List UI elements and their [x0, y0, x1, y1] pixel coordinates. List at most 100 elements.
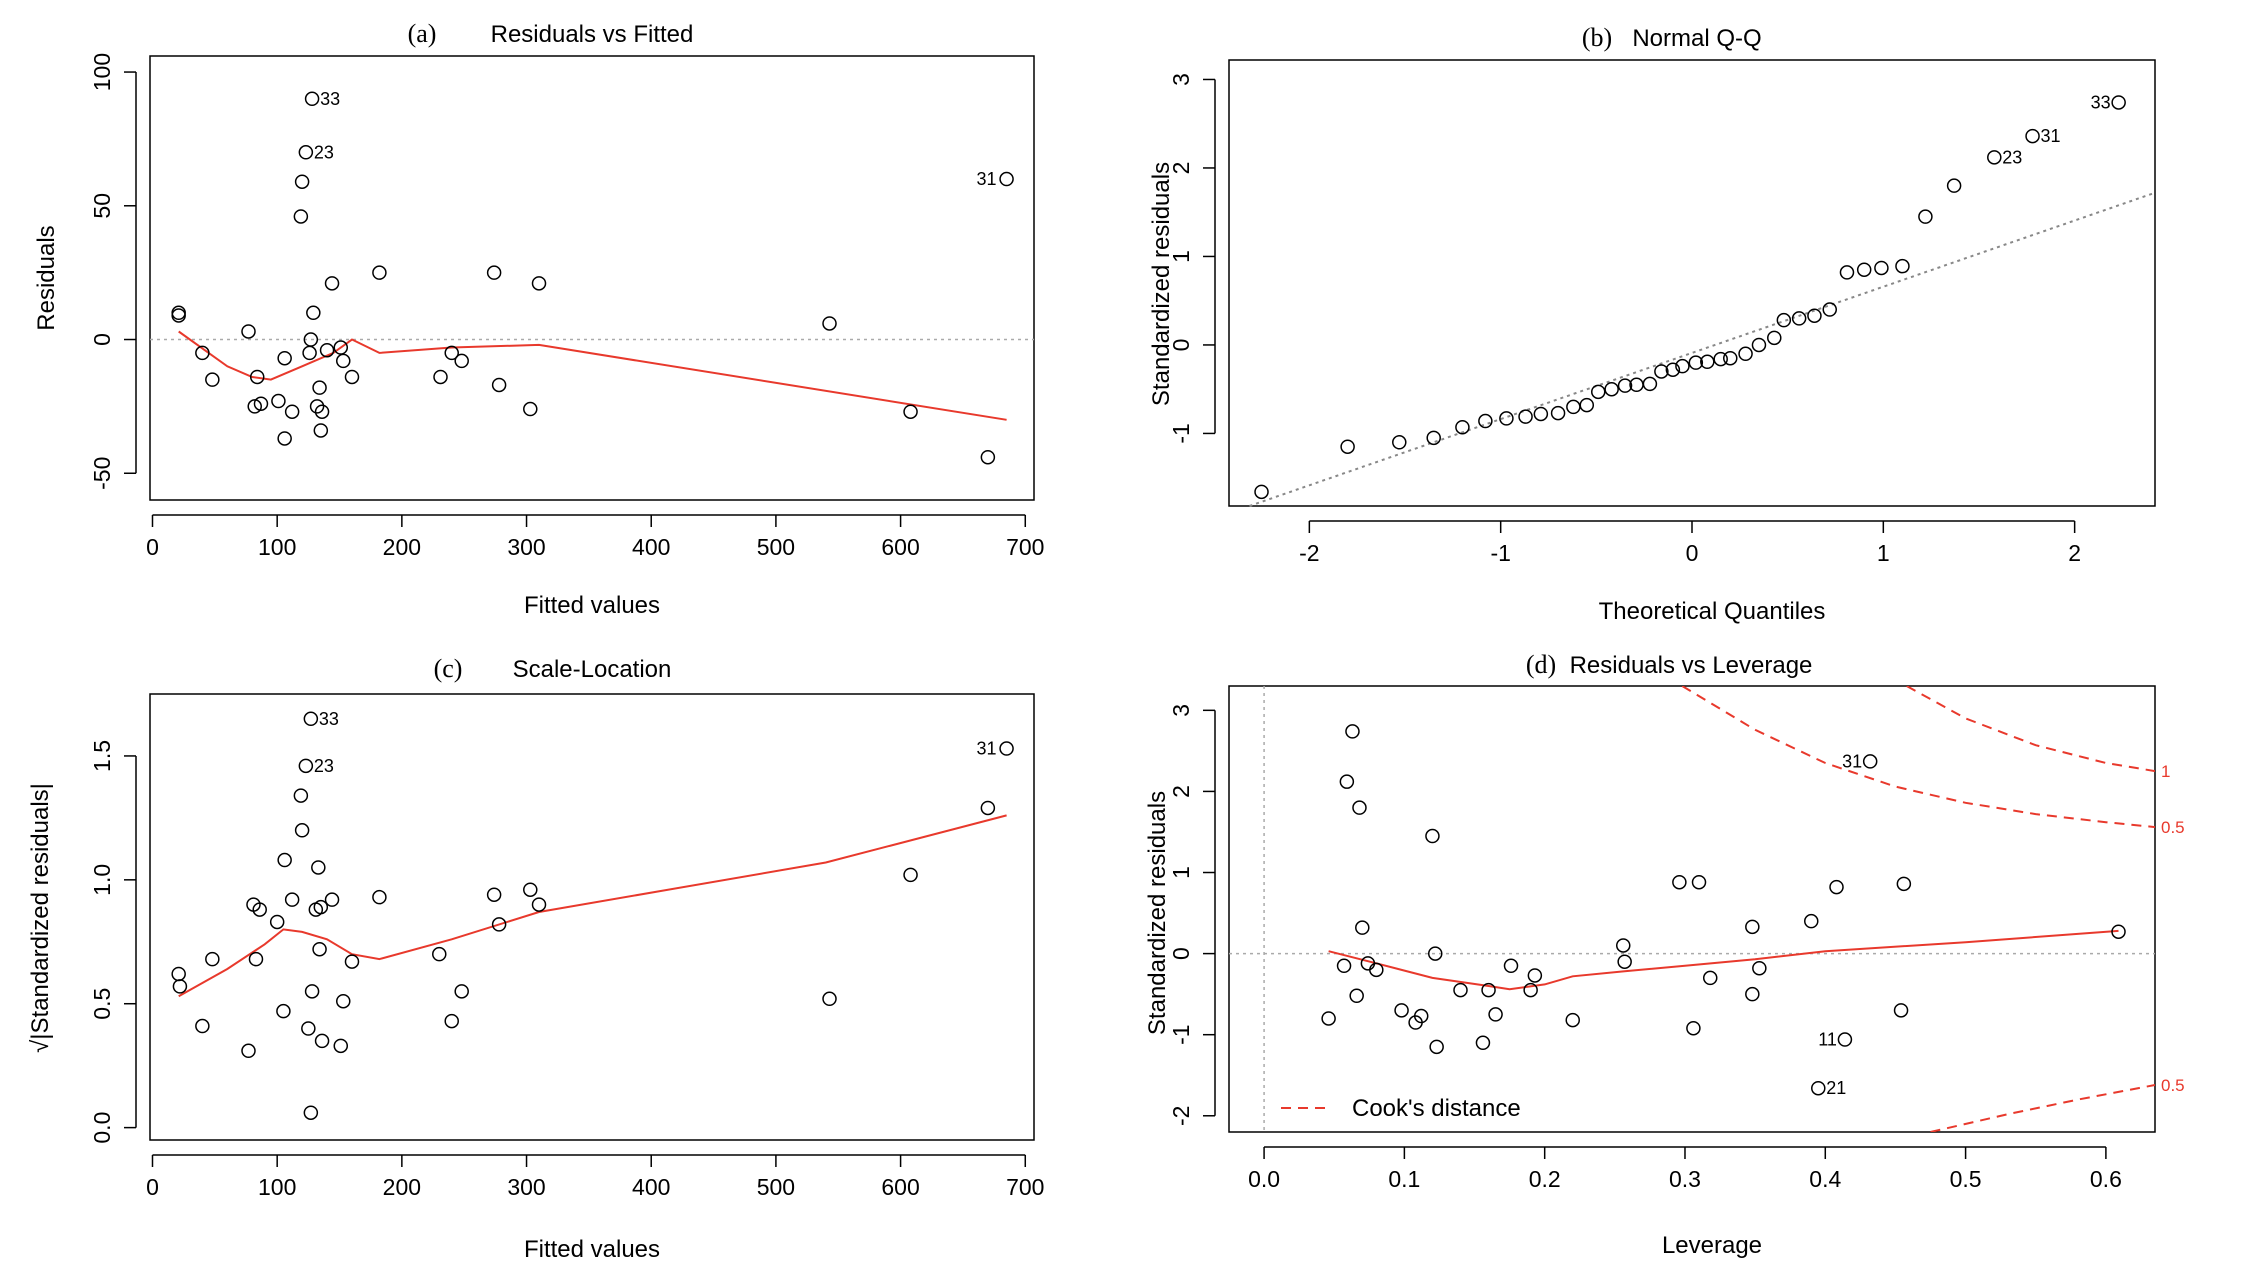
legend-cooks-label: Cook's distance [1352, 1095, 1521, 1122]
panel-c-x-tick-label: 0 [146, 1174, 159, 1200]
panel-a-data-point [313, 423, 329, 438]
panel-d-data-point [1523, 982, 1538, 998]
panel-b-data-point [1579, 397, 1595, 413]
panel-c-data-point [903, 867, 918, 883]
panel-a-data-point [303, 332, 319, 347]
panel-d-data-point [1503, 958, 1519, 974]
panel-c-data-point [523, 882, 538, 897]
panel-c-y-tick-label: 0.5 [89, 988, 115, 1020]
panel-b-data-point [1455, 419, 1470, 435]
panel-a-point-label: 23 [314, 142, 334, 162]
panel-c-data-point [276, 1003, 291, 1019]
panel-d-x-tick-label: 0.1 [1388, 1166, 1420, 1192]
panel-a-smoother [178, 330, 1007, 421]
panel-b-reference-line [1249, 191, 2156, 507]
panel-c-data-point [195, 1018, 210, 1034]
panel-d-y-tick-label: 3 [1168, 704, 1194, 717]
panel-a-data-point [312, 380, 327, 395]
panel-d-y-axis: -2 -1 0 1 2 3 [1168, 704, 1216, 1126]
panel-d-data-point [1427, 946, 1443, 961]
panel-a-data-point [372, 265, 387, 280]
panel-a-data-point [433, 369, 448, 385]
panel-d-y-tick-label: -1 [1168, 1024, 1194, 1044]
panel-c-x-tick-label: 100 [258, 1174, 296, 1200]
panel-b-data-point [1499, 411, 1514, 426]
panel-a-x-tick-label: 0 [146, 534, 159, 560]
panel-a-data-point [523, 401, 538, 417]
panel-c-data-point [980, 800, 996, 816]
panel-d-y-tick-label: 2 [1168, 785, 1194, 798]
panel-b-qq-line [1249, 191, 2156, 507]
panel-b-data-point [1675, 358, 1690, 374]
cooks-contour-label: 1 [2161, 762, 2170, 781]
panel-c-data-point [531, 897, 547, 912]
panel-b-data-point [1895, 258, 1910, 274]
panel-d-data-point [1321, 1011, 1336, 1026]
panel-d-data-point [1429, 1039, 1444, 1055]
panel-b-data-point [1533, 406, 1549, 422]
panel-d-smoother-line [1328, 929, 2119, 991]
panel-a-y-tick-label: 100 [89, 53, 115, 91]
panel-c-data-point [171, 966, 186, 982]
panel-d-point-label: 31 [1842, 751, 1862, 771]
panel-b-data-point [1566, 399, 1581, 415]
panel-c-data-point [248, 951, 264, 967]
panel-c-x-tick-label: 700 [1006, 1174, 1044, 1200]
panel-a-title: Residuals vs Fitted [491, 21, 694, 48]
panel-a-x-tick-label: 100 [258, 534, 296, 560]
panel-c-y-tick-label: 1.0 [89, 864, 115, 896]
panel-d-point-label: 21 [1826, 1078, 1846, 1098]
panel-b-data-point [1918, 209, 1933, 224]
panel-b-data-point [1392, 435, 1407, 450]
panel-d-data-point [1617, 954, 1632, 969]
panel-b-point-label: 23 [2002, 147, 2022, 167]
panel-a-data-point [277, 431, 292, 446]
panel-b-y-axis: -1 0 1 2 3 [1168, 73, 1216, 444]
panel-a-labeled-point [298, 145, 314, 160]
panel-c-x-tick-label: 400 [632, 1174, 670, 1200]
panel-a-data-point [491, 377, 507, 393]
panel-a-plot-box [149, 55, 1035, 501]
panel-a-x-tick-label: 200 [383, 534, 421, 560]
panel-a-point-label: 33 [320, 89, 340, 109]
panel-a-data-point [205, 372, 220, 387]
panel-b-data-point [1665, 362, 1681, 377]
panel-c-point-label: 33 [319, 709, 339, 729]
panel-d-points [1321, 724, 2126, 1055]
panel-a-x-tick-label: 600 [881, 534, 919, 560]
panel-b-data-point [1767, 330, 1782, 346]
panel-d-y-label: Standardized residuals [1144, 791, 1171, 1035]
panel-d-y-tick-label: 1 [1168, 866, 1194, 879]
panel-b-data-point [1946, 178, 1962, 193]
panel-a-x-label: Fitted values [524, 592, 660, 619]
panel-d-data-point [1702, 970, 1718, 986]
panel-a-data-point [822, 316, 837, 331]
panel-a-y-tick-label: -50 [89, 457, 115, 490]
panel-d-data-point [1745, 919, 1760, 935]
panel-d-data-point [1369, 962, 1384, 978]
panel-b-x-axis: -2 -1 0 1 2 [1299, 520, 2081, 566]
panel-c-x-tick-label: 300 [507, 1174, 545, 1200]
panel-d-data-point [1691, 874, 1707, 890]
panel-c-points [171, 788, 996, 1120]
panel-d-labeled-points: 31 11 21 [1811, 751, 1878, 1098]
panel-c-data-point [293, 788, 309, 803]
panel-d-x-axis: 0.0 0.1 0.2 0.3 0.4 0.5 0.6 [1248, 1146, 2122, 1192]
panel-b-point-label: 31 [2041, 126, 2061, 146]
panel-c-data-point [312, 941, 327, 957]
panel-c-data-point [277, 852, 292, 868]
panel-a-data-point [454, 353, 469, 369]
panel-a-data-point [903, 404, 918, 419]
panel-d-data-point [1355, 920, 1370, 935]
panel-c-y-label: √|Standardized residuals| [27, 783, 54, 1053]
panel-c-data-point [301, 1021, 316, 1036]
panel-b-data-point [1700, 354, 1715, 370]
panel-b-x-label: Theoretical Quantiles [1599, 598, 1826, 625]
panel-b-tag: (b) [1582, 23, 1612, 52]
panel-a-data-point [302, 345, 317, 361]
panel-d-data-point [1488, 1007, 1503, 1022]
panel-d-x-tick-label: 0.0 [1248, 1166, 1280, 1192]
panel-d-residuals-vs-leverage: (d) Residuals vs Leverage 10.50.5 311121… [1144, 650, 2185, 1259]
panel-a-y-tick-label: 0 [89, 333, 115, 346]
